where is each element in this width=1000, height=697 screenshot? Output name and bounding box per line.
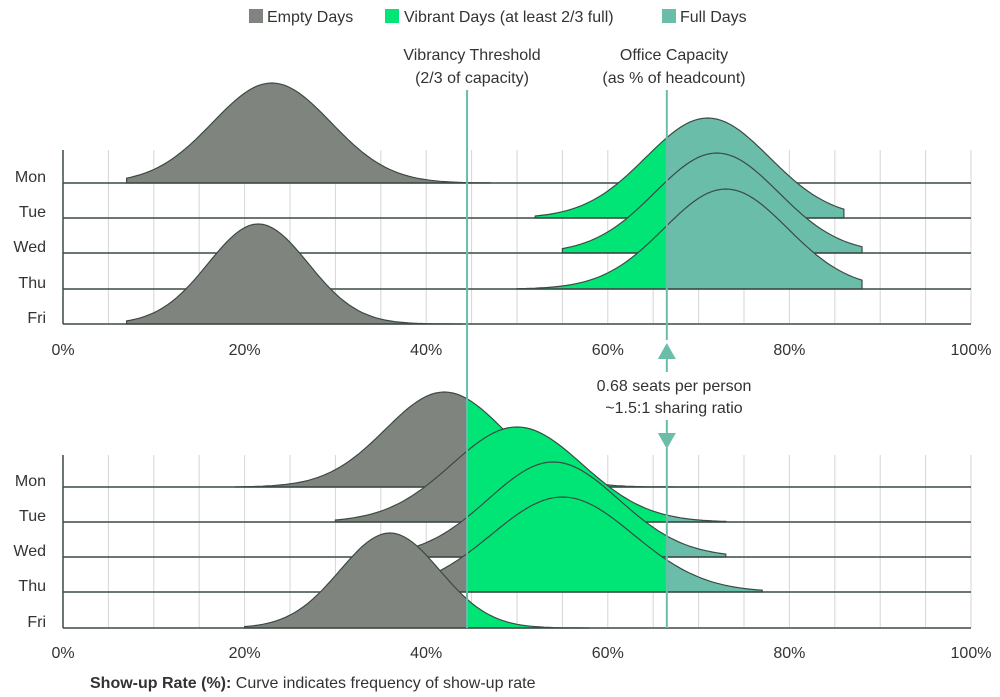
- ridge-area-full: [666, 536, 726, 557]
- x-tick-label: 60%: [592, 342, 624, 359]
- row-label-thu: Thu: [18, 578, 46, 595]
- ridge-area-empty: [380, 517, 468, 557]
- ridge-area-full: [666, 515, 726, 522]
- footnote-text: Curve indicates frequency of show-up rat…: [231, 675, 535, 692]
- ridge-outline: [125, 82, 491, 184]
- office-capacity-sublabel: (as % of headcount): [602, 70, 745, 87]
- sharing-ratio-label: ~1.5:1 sharing ratio: [605, 400, 743, 417]
- ridge-area-full: [666, 560, 763, 592]
- ridge-area-empty: [244, 533, 468, 628]
- ridge-outline: [561, 152, 863, 254]
- ridge-outline: [244, 532, 590, 629]
- ridge-fri: [63, 532, 971, 629]
- bottom-ridgeline-panel: Mon Tue Wed Thu Fri 0% 20% 40% 60% 80% 100%: [13, 391, 992, 662]
- x-axis-footnote: Show-up Rate (%): Curve indicates freque…: [90, 675, 536, 692]
- legend-label-full: Full Days: [680, 9, 747, 26]
- row-label-wed: Wed: [13, 239, 46, 256]
- ridge-area-full: [666, 189, 863, 289]
- arrow-up-icon: [657, 343, 676, 359]
- x-tick-label: 100%: [951, 645, 992, 662]
- row-label-mon: Mon: [15, 473, 46, 490]
- ridge-mon: [63, 82, 971, 184]
- x-tick-label: 20%: [229, 342, 261, 359]
- seats-annotation: 0.68 seats per person ~1.5:1 sharing rat…: [597, 343, 752, 449]
- x-tick-label: 80%: [773, 342, 805, 359]
- office-capacity-label: Office Capacity: [620, 47, 728, 64]
- ridge-outline: [534, 117, 845, 219]
- ridge-area-vibrant: [467, 599, 590, 628]
- x-tick-label: 80%: [773, 645, 805, 662]
- x-tick-label: 40%: [410, 645, 442, 662]
- x-tick-label: 0%: [51, 645, 74, 662]
- arrow-down-icon: [657, 433, 676, 449]
- legend-label-empty: Empty Days: [267, 9, 353, 26]
- ridge-outline: [125, 223, 463, 325]
- ridge-area-empty: [235, 392, 468, 487]
- x-tick-label: 100%: [951, 342, 992, 359]
- row-label-wed: Wed: [13, 543, 46, 560]
- legend-swatch-vibrant: [385, 9, 399, 23]
- legend-swatch-empty: [249, 9, 263, 23]
- row-label-thu: Thu: [18, 275, 46, 292]
- vibrancy-threshold-label: Vibrancy Threshold: [403, 47, 540, 64]
- legend-label-vibrant: Vibrant Days (at least 2/3 full): [404, 9, 614, 26]
- ridge-area-empty: [126, 83, 468, 183]
- ridge-outline: [380, 461, 727, 558]
- ridge-area-empty: [335, 451, 468, 522]
- row-label-tue: Tue: [19, 508, 46, 525]
- ridge-area-empty: [126, 224, 463, 324]
- row-label-fri: Fri: [27, 310, 46, 327]
- x-tick-label: 60%: [592, 645, 624, 662]
- ridge-area-vibrant: [535, 137, 667, 218]
- vibrancy-threshold-sublabel: (2/3 of capacity): [415, 70, 529, 87]
- row-label-mon: Mon: [15, 169, 46, 186]
- ridge-outline: [516, 188, 863, 290]
- x-tick-label: 20%: [229, 645, 261, 662]
- ridge-area-vibrant: [467, 497, 667, 592]
- x-tick-label: 0%: [51, 342, 74, 359]
- top-ridgeline-panel: Mon Tue Wed Thu Fri 0% 20% 40% 60% 80% 100%: [13, 82, 992, 359]
- seats-per-person-label: 0.68 seats per person: [597, 378, 752, 395]
- ridge-area-vibrant: [562, 180, 667, 253]
- ridge-fri: [63, 223, 971, 325]
- x-tick-label: 40%: [410, 342, 442, 359]
- row-label-fri: Fri: [27, 614, 46, 631]
- row-label-tue: Tue: [19, 204, 46, 221]
- legend-swatch-full: [662, 9, 676, 23]
- legend: Empty Days Vibrant Days (at least 2/3 fu…: [249, 9, 747, 26]
- ridge-area-vibrant: [517, 225, 667, 289]
- footnote-bold: Show-up Rate (%):: [90, 675, 231, 692]
